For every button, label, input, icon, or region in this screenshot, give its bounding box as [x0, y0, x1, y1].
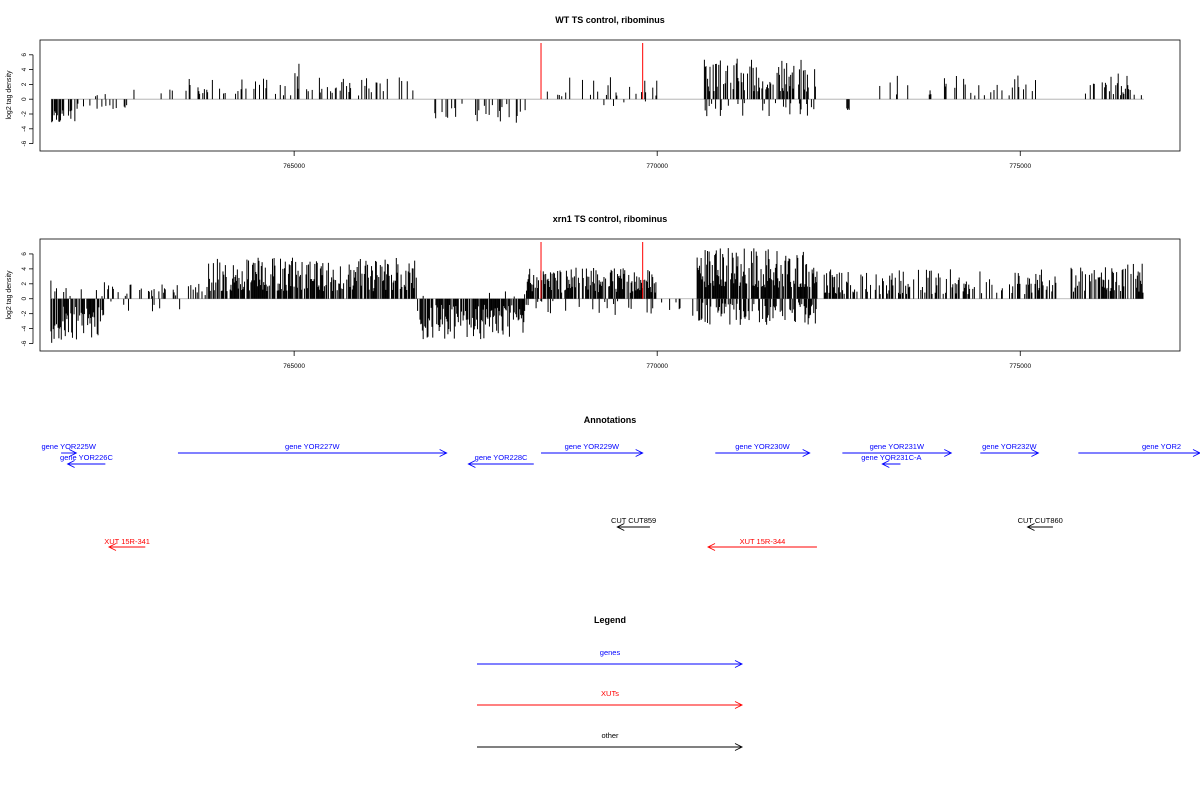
gene-4-arrow-head: [635, 449, 644, 457]
gene-label: gene YOR230W: [735, 442, 790, 451]
wt-x-tick-label: 770000: [646, 163, 668, 170]
xrn1-x-tick-label: 775000: [1009, 363, 1031, 370]
cut-1-arrow-head: [1026, 523, 1035, 531]
xut-label: XUT 15R-341: [104, 537, 150, 546]
wt-y-tick-label: -6: [21, 140, 28, 146]
wt-y-axis: -6 -4 -2 0 2 4 6: [21, 53, 34, 146]
wt-y-tick-label: 6: [21, 53, 28, 57]
gene-label: gene YOR225W: [41, 442, 96, 451]
gene-label: gene YOR232W: [982, 442, 1037, 451]
xrn1-y-tick-label: 6: [21, 252, 28, 256]
wt-x-tick-label: 765000: [283, 163, 305, 170]
xrn1-track-panel: xrn1 TS control, ribominus log2 tag dens…: [6, 214, 1181, 370]
legend-other-arrow-head: [734, 743, 744, 751]
legend-gene-arrow-head: [734, 660, 744, 668]
gene-label: gene YOR2: [1142, 442, 1181, 451]
xut-label: XUT 15R-344: [740, 537, 786, 546]
wt-y-axis-label: log2 tag density: [6, 70, 13, 120]
gene-5-arrow-head: [802, 449, 811, 457]
legend-items: genes XUTs other: [477, 648, 744, 751]
wt-y-tick-label: 0: [21, 97, 28, 101]
annotation-features: gene YOR225W gene YOR226C gene YOR227W gene…: [41, 442, 1200, 551]
xrn1-y-tick-label: -2: [21, 310, 28, 316]
cut-label: CUT CUT859: [611, 516, 656, 525]
xrn1-x-tick-label: 770000: [646, 363, 668, 370]
gene-label: gene YOR226C: [60, 453, 113, 462]
wt-y-tick-label: -2: [21, 111, 28, 117]
wt-y-tick-label: 4: [21, 67, 28, 71]
xrn1-track-title: xrn1 TS control, ribominus: [553, 214, 668, 224]
xrn1-x-tick-label: 765000: [283, 363, 305, 370]
wt-bars: [50, 43, 1144, 123]
xrn1-bars: [50, 242, 1144, 343]
wt-track-panel: WT TS control, ribominus log2 tag densit…: [6, 15, 1181, 170]
xrn1-y-axis-label: log2 tag density: [6, 270, 13, 320]
legend-label-xut: XUTs: [601, 689, 619, 698]
gene-label: gene YOR231W: [870, 442, 925, 451]
gene-label: gene YOR228C: [475, 453, 528, 462]
wt-plot-frame: [39, 39, 1181, 152]
cut-label: CUT CUT860: [1018, 516, 1063, 525]
legend-label-gene: genes: [600, 648, 621, 657]
wt-y-tick-label: 2: [21, 82, 28, 86]
legend-title: Legend: [594, 615, 626, 625]
xrn1-y-tick-label: 4: [21, 267, 28, 271]
gene-7-arrow-head: [881, 460, 890, 468]
xut-0-arrow-head: [107, 543, 117, 551]
xrn1-y-axis: -6 -4 -2 0 2 4 6: [21, 252, 34, 346]
gene-label: gene YOR227W: [285, 442, 340, 451]
xrn1-y-tick-label: 0: [21, 297, 28, 301]
xrn1-y-tick-label: -4: [21, 325, 28, 331]
gene-label: gene YOR231C-A: [861, 453, 921, 462]
legend-xut-arrow-head: [734, 701, 744, 709]
wt-y-tick-label: -4: [21, 126, 28, 132]
annotations-title: Annotations: [584, 415, 637, 425]
wt-x-tick-label: 775000: [1009, 163, 1031, 170]
xrn1-y-tick-label: 2: [21, 282, 28, 286]
cut-0-arrow-head: [616, 523, 625, 531]
gene-9-arrow-head: [1192, 449, 1200, 457]
gene-1-arrow-head: [66, 460, 75, 468]
gene-8-arrow-head: [1031, 449, 1040, 457]
wt-x-axis: 765000 770000 775000: [283, 151, 1031, 170]
xrn1-plot-frame: [39, 238, 1181, 352]
legend-panel: Legend genes XUTs other: [477, 615, 744, 751]
legend-label-other: other: [601, 731, 619, 740]
wt-track-title: WT TS control, ribominus: [555, 15, 665, 25]
gene-label: gene YOR229W: [565, 442, 620, 451]
gene-6-arrow-head: [944, 449, 953, 457]
xut-1-arrow-head: [707, 543, 716, 551]
xrn1-x-axis: 765000 770000 775000: [283, 351, 1031, 370]
xrn1-y-tick-label: -6: [21, 340, 28, 346]
gene-0-arrow-head: [69, 449, 78, 457]
gene-2-arrow-head: [439, 449, 448, 457]
gene-3-arrow-head: [467, 460, 476, 468]
